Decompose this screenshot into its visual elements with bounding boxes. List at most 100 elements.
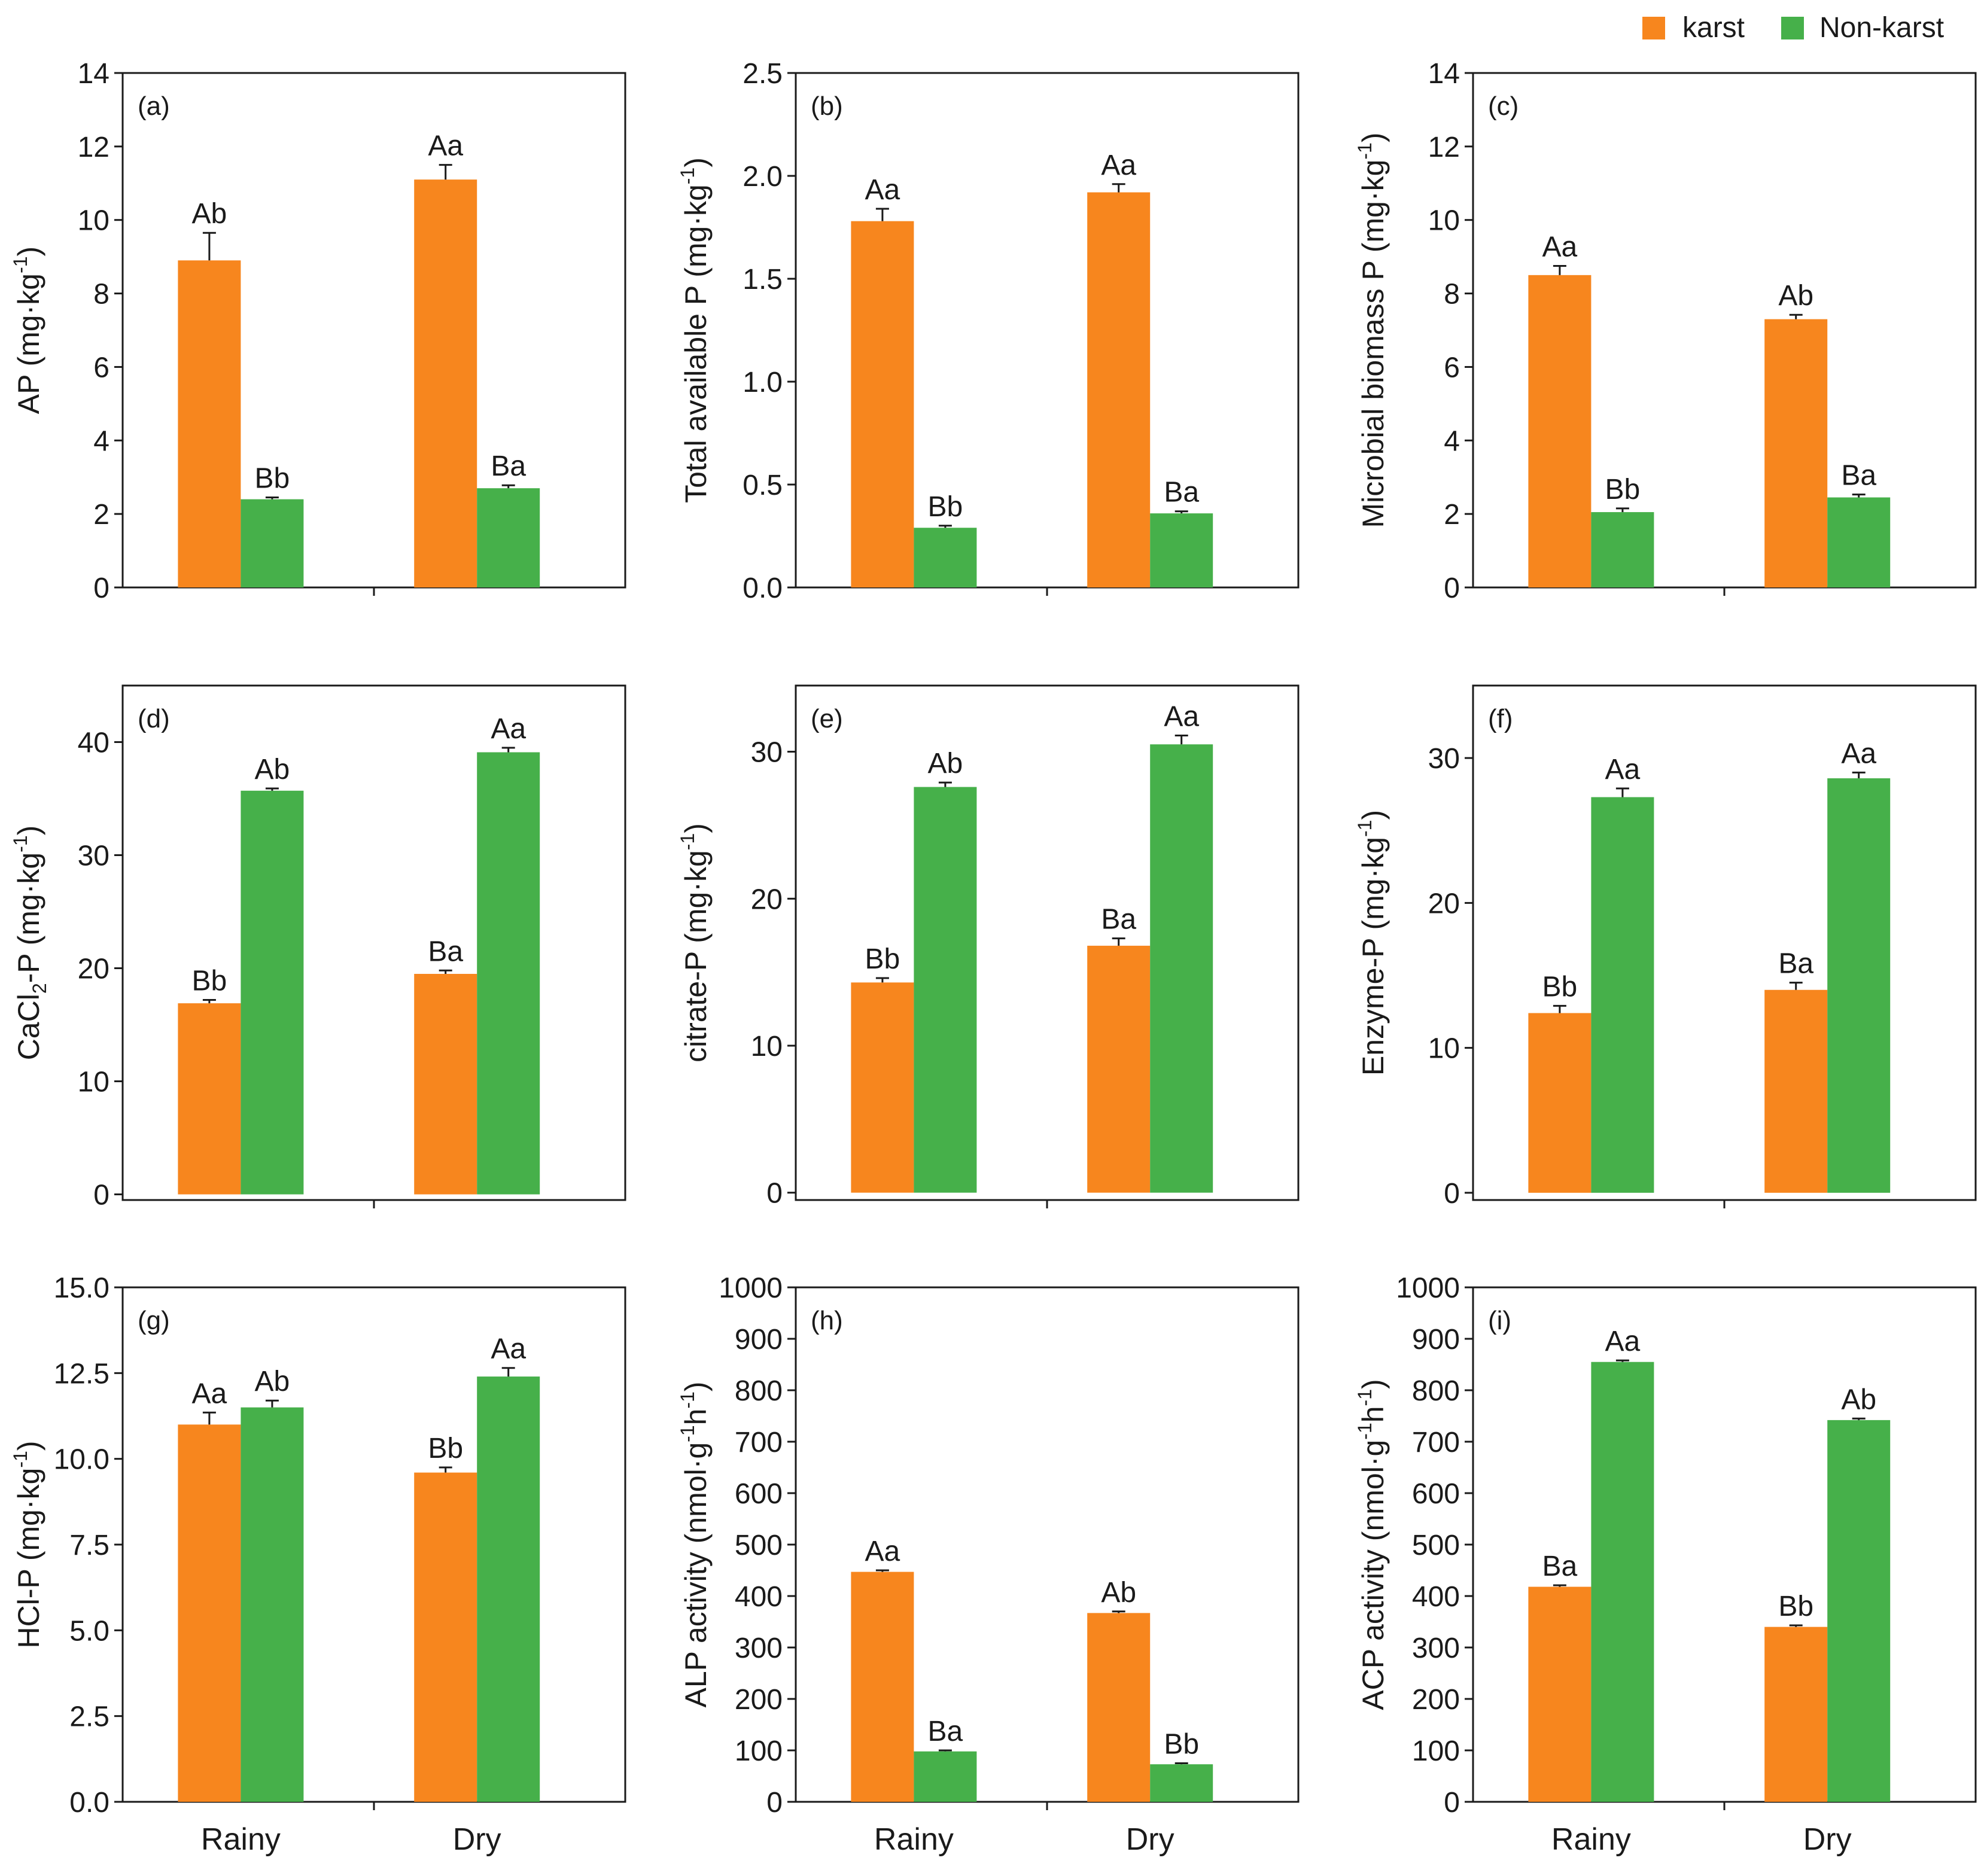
bar-nonkarst-rainy xyxy=(241,499,304,587)
x-category-label: Dry xyxy=(1803,1822,1852,1857)
bar-nonkarst-dry xyxy=(477,752,540,1195)
y-tick-label: 800 xyxy=(1412,1375,1460,1407)
significance-label: Bb xyxy=(1542,971,1578,1003)
significance-label: Ba xyxy=(1164,477,1199,508)
y-tick-label: 8 xyxy=(93,279,109,310)
y-tick-label: 0 xyxy=(1444,1787,1460,1819)
y-tick-label: 4 xyxy=(1444,425,1460,457)
y-tick-label: 0 xyxy=(766,1178,783,1210)
bar-karst-rainy xyxy=(1528,275,1592,587)
significance-label: Aa xyxy=(192,1378,227,1409)
y-tick-label: 1.5 xyxy=(743,264,783,296)
significance-label: Aa xyxy=(1101,150,1136,181)
bar-karst-rainy xyxy=(178,260,241,587)
bar-karst-rainy xyxy=(851,1572,914,1802)
y-axis-title-part: ) xyxy=(12,246,45,257)
y-axis-title-part: -1 xyxy=(10,256,31,273)
y-tick-label: 30 xyxy=(751,737,783,769)
legend: karst Non-karst xyxy=(1642,12,1944,44)
panel-tag: (b) xyxy=(811,92,843,121)
y-axis-title-part: AP (mg·kg xyxy=(12,273,45,414)
significance-label: Aa xyxy=(1542,232,1578,263)
y-axis-title-part: -1 xyxy=(10,835,31,852)
y-axis-title-part: HCl-P (mg·kg xyxy=(12,1468,45,1649)
y-tick-label: 12 xyxy=(1428,132,1460,163)
y-tick-label: 10 xyxy=(751,1031,783,1062)
y-axis-title-part: -1 xyxy=(677,1425,698,1442)
bar-karst-dry xyxy=(1764,319,1828,587)
bar-karst-dry xyxy=(1087,1613,1151,1802)
y-tick-label: 1000 xyxy=(719,1272,783,1304)
panel-g: (g) 0.0 2.5 5.0 7.5 10.0 12.5 15.0 HCl-P (mg·kg-… xyxy=(10,1272,626,1857)
y-axis-title-part: -1 xyxy=(677,833,698,850)
y-axis-title-part: ) xyxy=(1356,1379,1390,1389)
y-axis-title-part: -1 xyxy=(677,1391,698,1408)
y-axis-title-part: -1 xyxy=(1354,820,1376,837)
y-tick-label: 10 xyxy=(78,205,109,237)
y-tick-label: 1.0 xyxy=(743,367,783,398)
y-axis-title-part: Total available P (mg·kg xyxy=(679,184,713,503)
y-tick-label: 900 xyxy=(735,1324,783,1356)
significance-label: Ba xyxy=(1542,1551,1578,1582)
significance-label: Aa xyxy=(865,1536,900,1567)
significance-label: Aa xyxy=(491,713,526,745)
y-tick-label: 40 xyxy=(78,727,109,759)
significance-label: Bb xyxy=(1778,1591,1813,1622)
significance-label: Ba xyxy=(428,936,463,967)
significance-label: Bb xyxy=(928,491,963,523)
y-tick-label: 300 xyxy=(735,1633,783,1664)
significance-label: Ab xyxy=(928,748,963,779)
bar-karst-dry xyxy=(414,179,477,588)
significance-label: Ab xyxy=(1778,280,1813,312)
y-axis-title: Total available P (mg·kg-1) xyxy=(677,157,713,503)
y-axis-title-part: Enzyme-P (mg·kg xyxy=(1356,837,1390,1076)
panel-f: (f) 0 10 20 30 Enzyme-P (mg·kg-1) Bb Aa Ba Aa xyxy=(1354,684,1977,1210)
y-tick-label: 700 xyxy=(735,1427,783,1458)
y-axis-title-part: ) xyxy=(1356,810,1390,820)
panel-tag: (e) xyxy=(811,704,843,733)
bar-karst-dry xyxy=(1764,989,1828,1193)
y-tick-label: 20 xyxy=(78,954,109,985)
significance-label: Bb xyxy=(428,1433,463,1464)
bar-karst-dry xyxy=(1087,192,1151,587)
significance-label: Ba xyxy=(1841,460,1876,492)
y-axis-title-part: -1 xyxy=(677,168,698,184)
y-tick-label: 500 xyxy=(735,1530,783,1561)
y-axis-title: CaCl2-P (mg·kg-1) xyxy=(10,826,50,1061)
significance-label: Ba xyxy=(1778,948,1813,980)
bar-karst-rainy xyxy=(178,1003,241,1195)
y-tick-label: 0.0 xyxy=(743,572,783,604)
bar-nonkarst-dry xyxy=(1150,513,1213,587)
bar-nonkarst-dry xyxy=(477,488,540,587)
y-tick-label: 1000 xyxy=(1396,1272,1460,1304)
y-tick-label: 30 xyxy=(1428,743,1460,775)
panel-d: (d) 0 10 20 30 40 CaCl2-P (mg·kg-1) Bb Ab Ba Aa xyxy=(10,684,626,1211)
bar-nonkarst-rainy xyxy=(914,528,977,587)
y-tick-label: 700 xyxy=(1412,1427,1460,1458)
bar-nonkarst-rainy xyxy=(1591,1362,1654,1802)
bar-karst-rainy xyxy=(851,221,914,587)
y-axis-title-part: ) xyxy=(12,826,45,836)
y-axis-title-part: Microbial biomass P (mg·kg xyxy=(1356,160,1390,528)
y-tick-label: 2.0 xyxy=(743,161,783,193)
panel-i: (i) 0 100 200 300 400 500 600 700 800 900 1000 ACP a… xyxy=(1354,1272,1977,1857)
panel-tag: (g) xyxy=(138,1306,170,1335)
y-tick-label: 15.0 xyxy=(54,1272,109,1304)
y-axis-title-part: ) xyxy=(679,823,713,833)
panel-e: (e) 0 10 20 30 citrate-P (mg·kg-1) Bb Ab Ba Aa xyxy=(677,684,1300,1210)
legend-swatch-nonkarst xyxy=(1781,17,1804,39)
y-tick-label: 7.5 xyxy=(69,1530,109,1561)
y-tick-label: 12.5 xyxy=(54,1358,109,1390)
significance-label: Ab xyxy=(192,198,227,230)
y-tick-label: 20 xyxy=(1428,888,1460,919)
legend-swatch-karst xyxy=(1642,17,1665,39)
panel-tag: (f) xyxy=(1488,704,1513,733)
significance-label: Aa xyxy=(1164,701,1199,733)
y-axis-title-part: ) xyxy=(12,1441,45,1451)
y-tick-label: 2.5 xyxy=(743,58,783,90)
y-axis-title-part: ) xyxy=(1356,132,1390,142)
y-axis-title-part: ALP activity (nmol·g xyxy=(679,1442,713,1708)
significance-label: Bb xyxy=(1164,1729,1199,1761)
panel-h: (h) 0 100 200 300 400 500 600 700 800 900 1000 ALP a… xyxy=(677,1272,1300,1857)
